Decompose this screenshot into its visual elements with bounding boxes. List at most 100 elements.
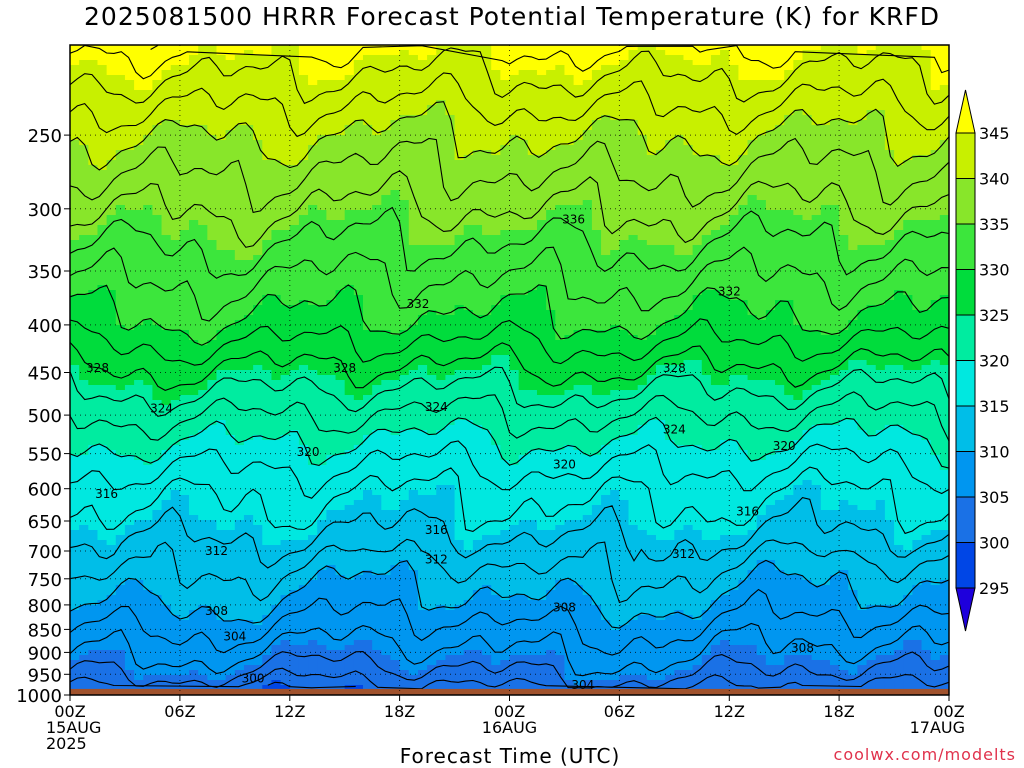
theta-cell	[729, 125, 740, 131]
theta-cell	[344, 260, 355, 266]
theta-cell	[143, 115, 154, 121]
theta-cell	[500, 155, 511, 161]
theta-cell	[79, 90, 89, 96]
theta-cell	[170, 195, 181, 201]
theta-cell	[683, 185, 694, 191]
theta-cell	[106, 260, 117, 266]
theta-cell	[390, 270, 401, 276]
theta-cell	[271, 60, 282, 66]
theta-cell	[857, 130, 868, 136]
theta-cell	[765, 130, 776, 136]
theta-cell	[573, 285, 584, 291]
theta-cell	[921, 105, 932, 111]
theta-cell	[564, 270, 575, 276]
theta-cell	[271, 255, 282, 261]
theta-cell	[536, 65, 547, 71]
theta-cell	[775, 150, 785, 156]
theta-cell	[308, 75, 318, 81]
theta-cell	[839, 250, 849, 256]
theta-cell	[720, 170, 730, 176]
theta-cell	[408, 195, 419, 201]
theta-cell	[775, 260, 785, 266]
theta-cell	[518, 290, 529, 296]
theta-cell	[88, 250, 99, 256]
theta-cell	[363, 165, 373, 171]
theta-cell	[280, 155, 291, 161]
theta-cell	[298, 215, 309, 221]
theta-cell	[875, 130, 886, 136]
theta-cell	[546, 200, 556, 206]
theta-cell	[390, 45, 401, 51]
theta-cell	[408, 240, 419, 246]
theta-cell	[134, 160, 144, 166]
theta-cell	[894, 145, 904, 151]
theta-cell	[839, 150, 849, 156]
theta-cell	[692, 95, 703, 101]
theta-cell	[463, 145, 474, 151]
theta-cell	[564, 65, 575, 71]
theta-cell	[775, 255, 785, 261]
theta-cell	[729, 95, 740, 101]
theta-cell	[646, 95, 657, 101]
theta-cell	[738, 240, 749, 246]
theta-cell	[720, 175, 730, 181]
theta-cell	[921, 85, 932, 91]
theta-cell	[674, 265, 685, 271]
theta-cell	[536, 260, 547, 266]
theta-cell	[912, 50, 923, 56]
theta-cell	[573, 160, 584, 166]
theta-cell	[124, 245, 135, 251]
theta-cell	[701, 80, 712, 86]
theta-cell	[884, 70, 895, 76]
theta-cell	[857, 160, 868, 166]
theta-cell	[775, 290, 785, 296]
theta-cell	[161, 165, 172, 171]
theta-cell	[225, 65, 236, 71]
theta-cell	[912, 115, 923, 121]
theta-cell	[88, 105, 99, 111]
theta-cell	[582, 265, 593, 271]
theta-cell	[839, 120, 849, 126]
theta-cell	[756, 195, 767, 201]
theta-cell	[390, 195, 401, 201]
theta-cell	[884, 140, 895, 146]
theta-cell	[463, 80, 474, 86]
theta-cell	[884, 135, 895, 141]
theta-cell	[408, 45, 419, 51]
theta-cell	[930, 170, 941, 176]
theta-cell	[170, 275, 181, 281]
theta-cell	[619, 280, 630, 286]
theta-cell	[875, 290, 886, 296]
theta-cell	[207, 150, 218, 156]
theta-cell	[115, 210, 126, 216]
theta-cell	[903, 50, 913, 56]
theta-cell	[894, 130, 904, 136]
theta-cell	[234, 55, 245, 61]
theta-cell	[79, 110, 89, 116]
theta-cell	[253, 295, 263, 301]
theta-cell	[784, 185, 794, 191]
theta-cell	[802, 80, 813, 86]
theta-cell	[610, 70, 620, 76]
theta-cell	[848, 80, 859, 86]
theta-cell	[591, 90, 602, 96]
theta-cell	[308, 140, 318, 146]
theta-cell	[363, 140, 373, 146]
theta-cell	[372, 105, 382, 111]
theta-cell	[234, 220, 245, 226]
theta-cell	[619, 135, 630, 141]
theta-cell	[308, 60, 318, 66]
theta-cell	[793, 155, 804, 161]
theta-cell	[417, 145, 428, 151]
theta-cell	[820, 230, 831, 236]
theta-cell	[88, 305, 99, 311]
theta-cell	[179, 90, 190, 96]
theta-cell	[399, 245, 410, 251]
theta-cell	[738, 120, 749, 126]
theta-cell	[518, 210, 529, 216]
theta-cell	[271, 250, 282, 256]
theta-cell	[894, 95, 904, 101]
theta-cell	[170, 65, 181, 71]
theta-cell	[628, 65, 639, 71]
theta-cell	[546, 270, 556, 276]
